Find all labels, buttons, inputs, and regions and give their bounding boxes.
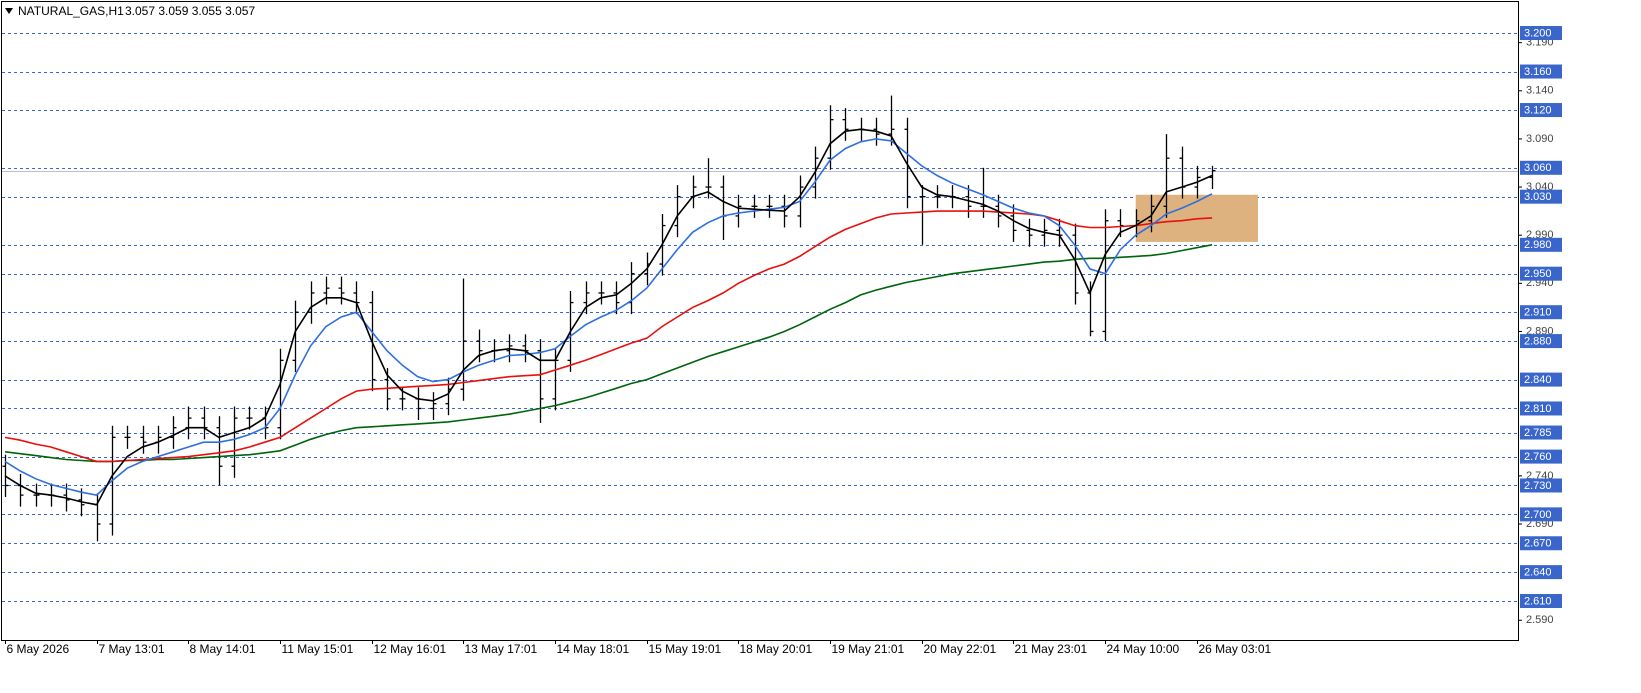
level-label: 2.910 (1524, 307, 1552, 319)
level-label: 2.950 (1524, 268, 1552, 280)
level-label: 3.160 (1524, 66, 1552, 78)
x-tick-label: 24 May 10:00 (1107, 642, 1180, 656)
x-tick-label: 19 May 21:01 (832, 642, 905, 656)
level-label-box (1520, 237, 1562, 252)
x-tick-label: 20 May 22:01 (924, 642, 997, 656)
level-label-box (1520, 401, 1562, 416)
level-label: 2.640 (1524, 567, 1552, 579)
level-label: 3.030 (1524, 191, 1552, 203)
chart-quote: 3.057 3.059 3.055 3.057 (125, 4, 255, 18)
y-tick-label: 2.590 (1526, 614, 1554, 626)
level-label: 3.120 (1524, 104, 1552, 116)
x-tick-label: 6 May 2026 (7, 642, 70, 656)
y-tick-label: 3.090 (1526, 133, 1554, 145)
level-label: 3.200 (1524, 27, 1552, 39)
level-label: 2.760 (1524, 451, 1552, 463)
level-label-box (1520, 334, 1562, 349)
level-label: 2.880 (1524, 335, 1552, 347)
level-label-box (1520, 160, 1562, 175)
level-label-box (1520, 449, 1562, 464)
x-tick-label: 11 May 15:01 (282, 642, 354, 656)
level-label-box (1520, 64, 1562, 79)
level-label-box (1520, 266, 1562, 281)
level-label-box (1520, 536, 1562, 551)
level-label: 2.700 (1524, 509, 1552, 521)
level-label: 2.610 (1524, 595, 1552, 607)
level-label: 2.785 (1524, 427, 1552, 439)
x-tick-label: 7 May 13:01 (99, 642, 165, 656)
level-label: 3.060 (1524, 162, 1552, 174)
plot-frame (1, 1, 1519, 641)
chart-title: NATURAL_GAS,H1 (18, 4, 124, 18)
ma-line (4, 244, 1213, 463)
level-label-box (1520, 565, 1562, 580)
level-label-box (1520, 305, 1562, 320)
level-label: 2.840 (1524, 374, 1552, 386)
level-label-box (1520, 26, 1562, 41)
level-label-box (1520, 103, 1562, 118)
ma-line (4, 210, 1213, 463)
x-tick-label: 8 May 14:01 (190, 642, 256, 656)
x-tick-label: 12 May 16:01 (374, 642, 447, 656)
x-tick-label: 26 May 03:01 (1199, 642, 1272, 656)
x-tick-label: 13 May 17:01 (465, 642, 538, 656)
price-axis: 3.1903.1403.0903.0402.9902.9402.8902.740… (1518, 26, 1562, 626)
level-label-box (1520, 372, 1562, 387)
level-label: 2.670 (1524, 538, 1552, 550)
x-tick-label: 14 May 18:01 (557, 642, 630, 656)
level-label-box (1520, 425, 1562, 440)
x-tick-label: 21 May 23:01 (1015, 642, 1088, 656)
level-label-box (1520, 189, 1562, 204)
level-label: 2.810 (1524, 403, 1552, 415)
y-tick-label: 3.140 (1526, 85, 1554, 97)
level-label: 2.980 (1524, 239, 1552, 251)
x-tick-label: 15 May 19:01 (649, 642, 722, 656)
level-label-box (1520, 478, 1562, 493)
ma-line (4, 128, 1213, 506)
ma-line (4, 138, 1213, 496)
plot-area (2, 33, 1518, 602)
menu-triangle[interactable] (5, 8, 13, 14)
x-tick-label: 18 May 20:01 (740, 642, 813, 656)
level-label-box (1520, 507, 1562, 522)
level-label: 2.730 (1524, 480, 1552, 492)
level-label-box (1520, 594, 1562, 609)
